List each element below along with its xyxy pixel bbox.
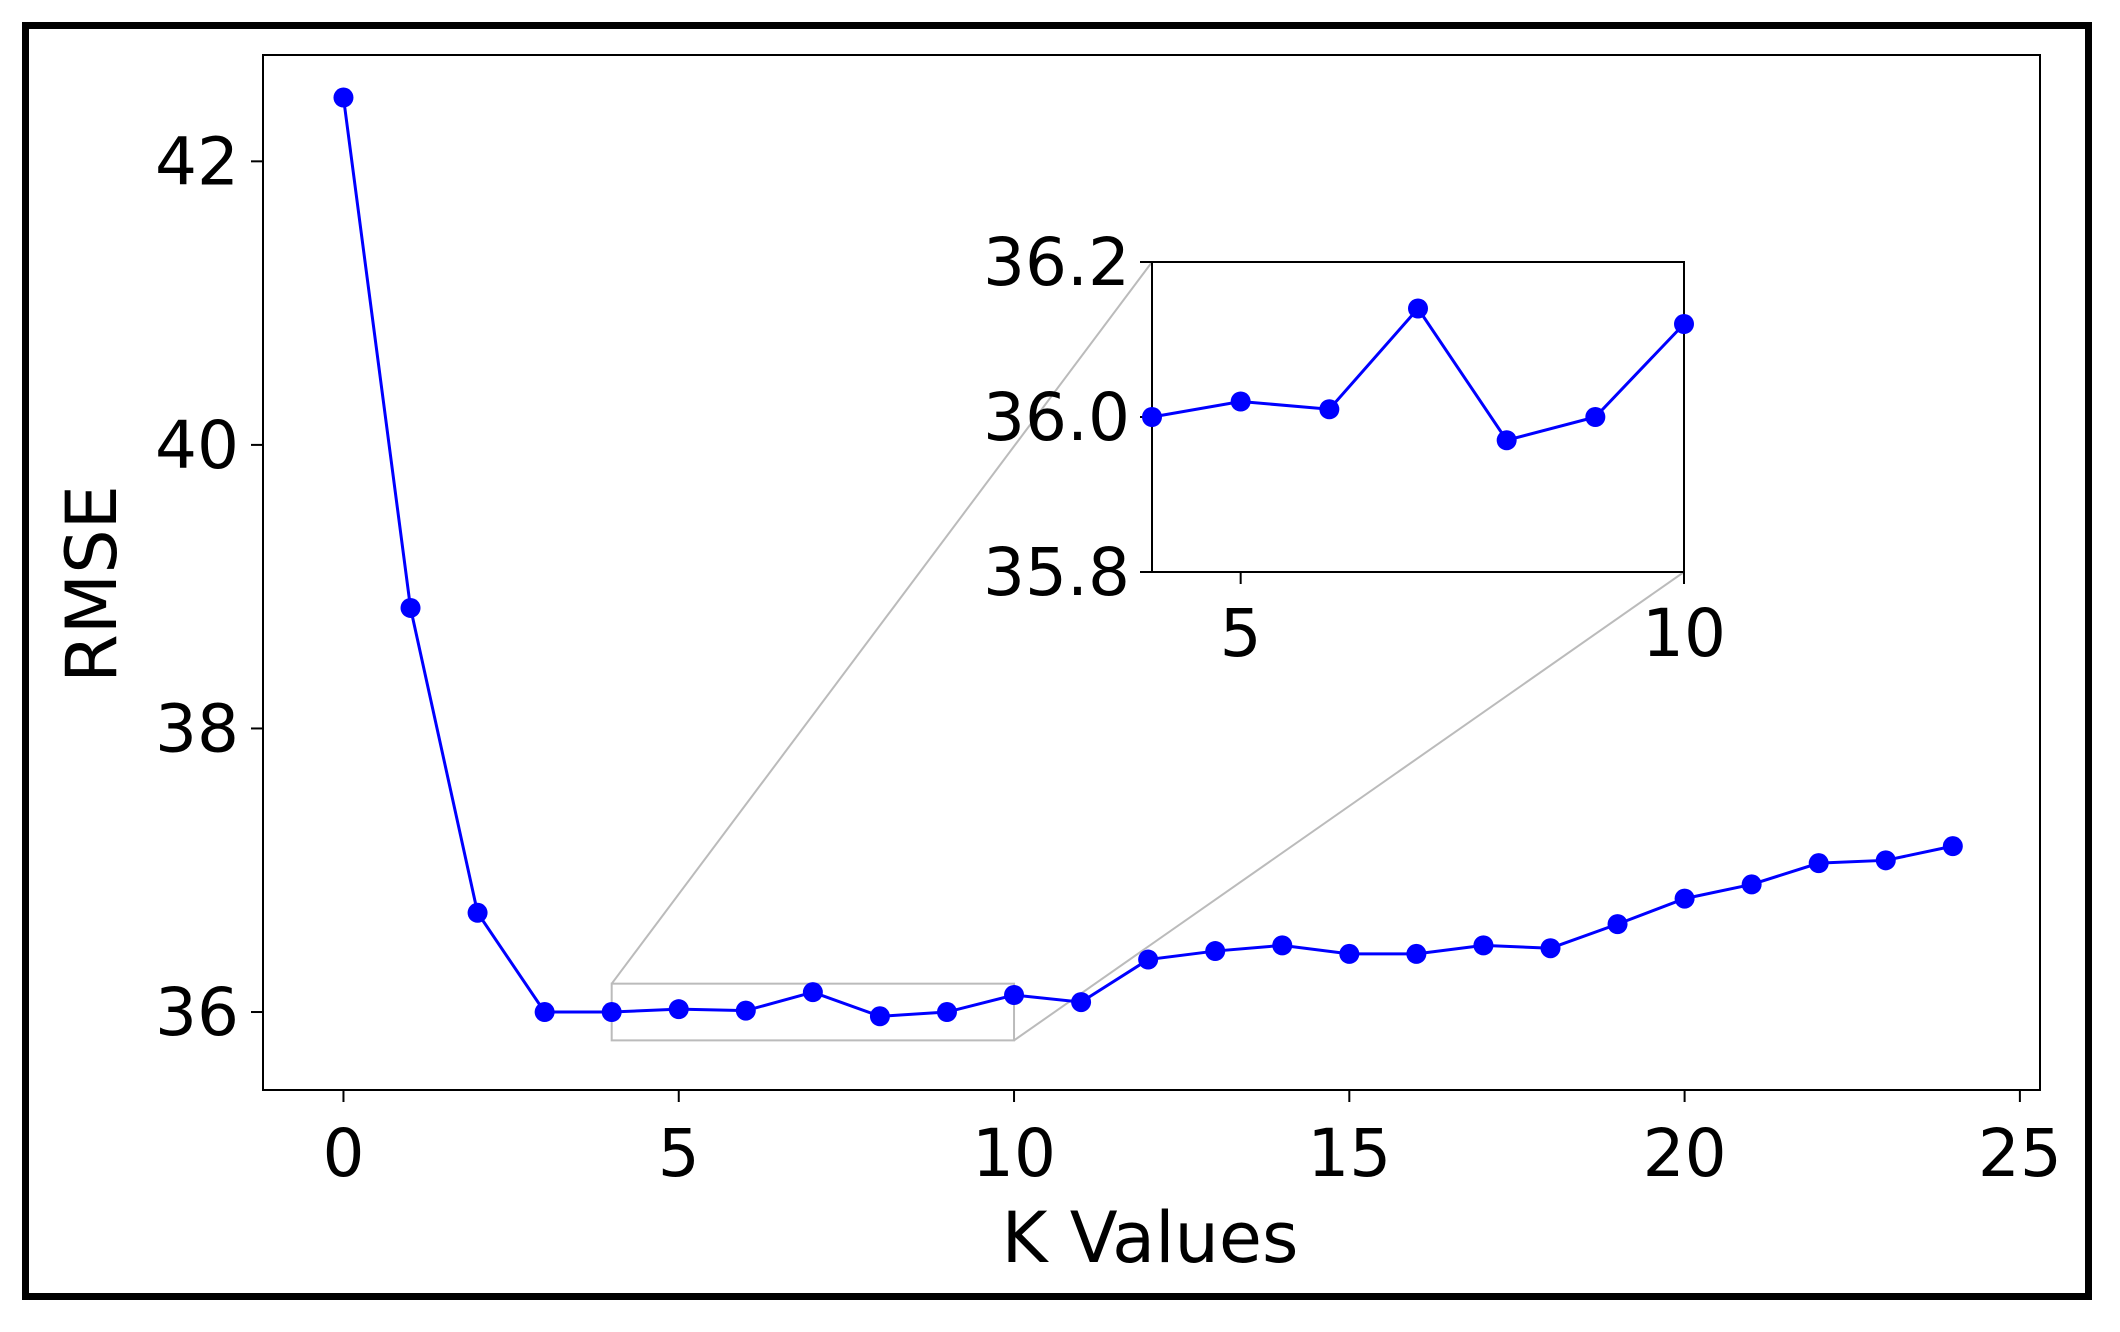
x-tick-label: 5 <box>658 1115 700 1192</box>
inset-x-tick-label: 5 <box>1220 595 1262 672</box>
connector-line <box>1013 571 1685 1042</box>
inset-x-tick-label: 10 <box>1642 595 1726 672</box>
y-tick-label: 36 <box>155 974 239 1051</box>
data-point <box>802 982 823 1003</box>
data-point <box>534 1002 555 1023</box>
data-point <box>1540 938 1561 959</box>
main-axes: 0 5 10 15 20 25 36 38 40 42 <box>155 54 2062 1192</box>
data-point <box>400 597 421 618</box>
inset-series <box>1142 298 1694 451</box>
data-point <box>1004 985 1025 1006</box>
inset-data-point <box>1496 430 1517 451</box>
inset-data-point <box>1142 407 1162 427</box>
connector-line <box>610 261 1153 985</box>
data-point <box>1674 888 1695 909</box>
x-axis-label: K Values <box>1002 1197 1299 1279</box>
data-point <box>1741 874 1762 895</box>
x-tick-label: 20 <box>1643 1115 1727 1192</box>
series-line <box>341 97 1954 1018</box>
inset-data-point <box>1408 298 1428 319</box>
chart-frame <box>22 22 2092 1300</box>
data-point <box>668 999 689 1020</box>
main-series <box>333 87 1963 1027</box>
inset-y-tick-label: 36.2 <box>983 224 1130 301</box>
inset-series-group <box>1142 298 1694 451</box>
y-tick-label: 38 <box>155 690 239 767</box>
data-point <box>1138 949 1159 970</box>
data-point <box>1071 992 1092 1013</box>
inset-data-point <box>1674 314 1694 334</box>
data-point <box>1942 836 1963 857</box>
data-point <box>467 902 488 923</box>
y-tick-label: 42 <box>155 123 239 200</box>
data-point <box>1406 943 1427 964</box>
data-point <box>1473 935 1494 956</box>
data-point <box>735 1000 756 1021</box>
data-point <box>1205 941 1226 962</box>
x-tick-label: 0 <box>322 1115 364 1192</box>
inset-connectors <box>610 261 1685 1042</box>
data-point <box>1272 935 1293 956</box>
inset-data-point <box>1319 399 1340 420</box>
inset-axes: 5 10 35.8 36.0 36.2 <box>983 224 1726 672</box>
x-tick-label: 15 <box>1307 1115 1391 1192</box>
x-tick-label: 25 <box>1978 1115 2062 1192</box>
inset-y-tick-label: 36.0 <box>983 379 1130 456</box>
y-axis-label: RMSE <box>51 485 133 683</box>
data-point <box>601 1002 622 1023</box>
x-tick-label: 10 <box>972 1115 1056 1192</box>
y-tick-label: 40 <box>155 407 239 484</box>
data-point <box>1607 914 1628 935</box>
data-point <box>333 87 354 108</box>
inset-data-point <box>1585 407 1606 427</box>
data-point <box>1808 853 1829 874</box>
inset-data-point <box>1230 391 1251 412</box>
inset-y-tick-label: 35.8 <box>983 534 1130 611</box>
data-point <box>869 1006 890 1027</box>
data-point <box>936 1002 957 1023</box>
plot-area-border <box>262 54 2041 1091</box>
data-point <box>1875 850 1896 871</box>
data-point <box>1339 943 1360 964</box>
